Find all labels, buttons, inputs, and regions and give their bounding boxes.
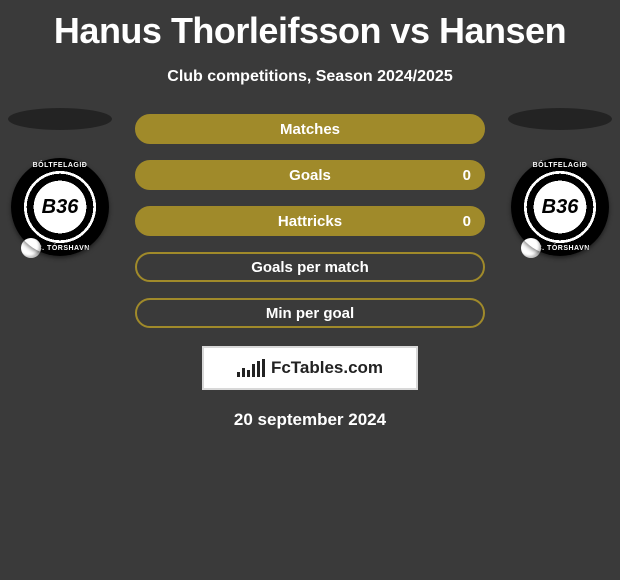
stat-row-mpg: Min per goal [135, 298, 485, 328]
badge-center-text: B36 [542, 196, 579, 219]
shadow-ellipse [508, 108, 612, 130]
stat-right-value: 0 [463, 167, 471, 184]
page-title: Hanus Thorleifsson vs Hansen [0, 0, 620, 52]
right-club-column: BÓLTFELAGIÐ B36 F.C. TÓRSHAVN [508, 108, 612, 256]
stats-list: Matches Goals 0 Hattricks 0 Goals per ma… [135, 114, 485, 328]
ball-icon [21, 238, 41, 258]
stat-label: Hattricks [278, 213, 342, 230]
club-badge-left: BÓLTFELAGIÐ B36 F.C. TÓRSHAVN [11, 158, 109, 256]
brand-box: FcTables.com [202, 346, 418, 390]
badge-center-text: B36 [42, 196, 79, 219]
stat-label: Goals [289, 167, 331, 184]
ball-icon [521, 238, 541, 258]
stat-label: Min per goal [266, 305, 354, 322]
badge-top-text: BÓLTFELAGIÐ [533, 162, 588, 169]
page-subtitle: Club competitions, Season 2024/2025 [0, 68, 620, 86]
stat-right-value: 0 [463, 213, 471, 230]
stat-row-matches: Matches [135, 114, 485, 144]
stat-row-gpm: Goals per match [135, 252, 485, 282]
stat-label: Goals per match [251, 259, 369, 276]
date-text: 20 september 2024 [0, 410, 620, 430]
stat-row-hattricks: Hattricks 0 [135, 206, 485, 236]
badge-top-text: BÓLTFELAGIÐ [33, 162, 88, 169]
brand-text: FcTables.com [271, 358, 383, 378]
left-club-column: BÓLTFELAGIÐ B36 F.C. TÓRSHAVN [8, 108, 112, 256]
comparison-panel: BÓLTFELAGIÐ B36 F.C. TÓRSHAVN BÓLTFELAGI… [0, 114, 620, 430]
badge-bottom-text: F.C. TÓRSHAVN [530, 245, 590, 252]
shadow-ellipse [8, 108, 112, 130]
stat-label: Matches [280, 121, 340, 138]
club-badge-right: BÓLTFELAGIÐ B36 F.C. TÓRSHAVN [511, 158, 609, 256]
badge-bottom-text: F.C. TÓRSHAVN [30, 245, 90, 252]
stat-row-goals: Goals 0 [135, 160, 485, 190]
chart-icon [237, 359, 265, 377]
